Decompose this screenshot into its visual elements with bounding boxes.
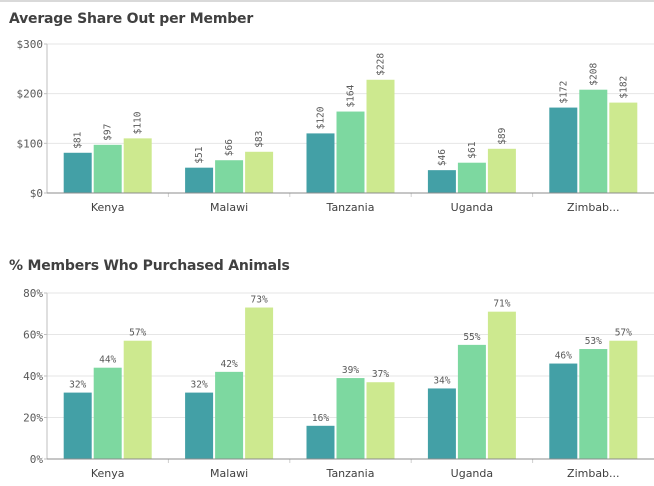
top-border: [0, 0, 654, 2]
bar: [487, 148, 516, 193]
bar: [549, 107, 578, 193]
bar: [185, 167, 214, 193]
bar: [609, 102, 638, 193]
category-label: Malawi: [210, 201, 248, 214]
category-label: Uganda: [451, 201, 493, 214]
y-tick-label: $300: [17, 38, 44, 51]
data-label: 53%: [585, 336, 602, 347]
bar: [93, 144, 122, 193]
bar: [549, 363, 578, 459]
data-label: 44%: [99, 355, 116, 366]
category-label: Kenya: [91, 467, 125, 480]
data-label: 32%: [191, 380, 208, 391]
data-label: 42%: [221, 359, 238, 370]
data-label: $97: [103, 124, 114, 141]
bar: [427, 388, 456, 459]
bar: [123, 138, 152, 193]
bar: [457, 162, 486, 193]
data-label: 55%: [463, 332, 480, 343]
bar-chart-share-out: $0 $100 $200 $300 $81 $97 $110 Kenya $51 $66 $83 Ma…: [17, 38, 654, 214]
y-tick-label: 20%: [23, 412, 43, 425]
data-label: 37%: [372, 369, 389, 380]
data-label: $164: [346, 84, 357, 107]
bar: [427, 170, 456, 193]
data-label: $83: [254, 131, 265, 148]
y-tick-label: $100: [17, 137, 44, 150]
bar: [245, 307, 274, 459]
data-label: $182: [618, 76, 629, 99]
y-tick-label: 40%: [23, 370, 43, 383]
bar: [487, 311, 516, 459]
bar: [336, 378, 365, 459]
bar: [579, 349, 608, 459]
bar: [93, 367, 122, 459]
category-label: Malawi: [210, 467, 248, 480]
y-tick-label: 60%: [23, 329, 43, 342]
bar: [215, 160, 244, 193]
data-label: $172: [558, 81, 569, 104]
data-label: $61: [467, 141, 478, 158]
data-label: 39%: [342, 365, 359, 376]
data-label: $46: [437, 149, 448, 166]
bar: [366, 79, 395, 193]
bar: [63, 392, 92, 459]
chart-title: Average Share Out per Member: [9, 11, 254, 27]
data-label: 71%: [493, 299, 510, 310]
data-label: $208: [588, 63, 599, 86]
bar: [306, 425, 335, 459]
category-label: Kenya: [91, 201, 125, 214]
y-tick-label: 80%: [23, 287, 43, 300]
y-tick-label: $200: [17, 88, 44, 101]
data-label: $120: [316, 106, 327, 129]
category-label: Tanzania: [326, 467, 375, 480]
category-label: Zimbab...: [567, 467, 620, 480]
data-label: $110: [133, 111, 144, 134]
bar: [579, 89, 608, 193]
bar: [366, 382, 395, 459]
bar: [609, 340, 638, 459]
bar: [306, 133, 335, 193]
category-label: Uganda: [451, 467, 493, 480]
data-label: 57%: [615, 328, 632, 339]
category-label: Zimbab...: [567, 201, 620, 214]
bar: [123, 340, 152, 459]
category-label: Tanzania: [326, 201, 375, 214]
bar: [245, 151, 274, 193]
y-tick-label: 0%: [30, 453, 44, 466]
data-label: $89: [497, 127, 508, 144]
bar: [215, 371, 244, 459]
chart-title: % Members Who Purchased Animals: [9, 258, 290, 274]
bar: [457, 344, 486, 459]
data-label: $228: [376, 53, 387, 76]
data-label: 32%: [69, 380, 86, 391]
chart-panel-animals: % Members Who Purchased Animals 0% 20% 40%…: [0, 246, 654, 486]
data-label: 46%: [555, 351, 572, 362]
data-label: $81: [73, 131, 84, 148]
y-tick-label: $0: [30, 187, 43, 200]
data-label: $66: [224, 139, 235, 156]
chart-panel-share-out: Average Share Out per Member $0 $100 $200 $…: [0, 0, 654, 240]
data-label: 34%: [433, 375, 450, 386]
data-label: $51: [194, 146, 205, 163]
bar-chart-animals: 0% 20% 40% 60% 80% 32% 44% 57% Kenya 32% 42% 73% Mal…: [23, 287, 654, 480]
data-label: 16%: [312, 413, 329, 424]
bar: [185, 392, 214, 459]
data-label: 57%: [129, 328, 146, 339]
data-label: 73%: [251, 295, 268, 306]
bar: [63, 152, 92, 193]
bar: [336, 111, 365, 193]
